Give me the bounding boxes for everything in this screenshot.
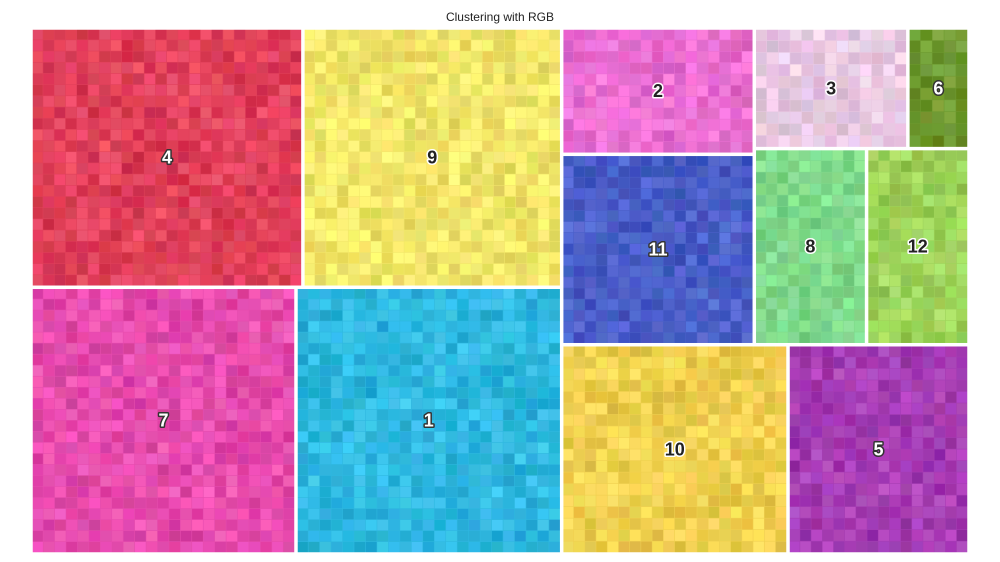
cluster-9: 9 — [303, 28, 562, 288]
cluster-1: 1 — [296, 287, 562, 554]
cluster-6: 6 — [908, 28, 969, 149]
cluster-10: 10 — [561, 344, 788, 554]
cluster-texture-1 — [296, 288, 561, 553]
cluster-label-12: 12 — [908, 237, 928, 257]
chart-title: Clustering with RGB — [445, 10, 555, 24]
cluster-label-1: 1 — [424, 411, 434, 431]
cluster-label-6: 6 — [933, 78, 943, 98]
cluster-rect-10 — [562, 345, 788, 553]
cluster-rect-4 — [32, 29, 302, 287]
cluster-label-5: 5 — [873, 439, 883, 459]
cluster-11: 11 — [561, 154, 755, 345]
cluster-7: 7 — [31, 287, 296, 554]
cluster-4: 4 — [31, 28, 303, 288]
cluster-texture-9 — [303, 29, 561, 286]
cluster-rect-5 — [789, 345, 968, 553]
cluster-label-8: 8 — [805, 237, 815, 257]
cluster-3: 3 — [754, 28, 908, 149]
cluster-texture-2 — [562, 29, 753, 153]
cluster-texture-3 — [755, 29, 907, 147]
cluster-label-11: 11 — [648, 240, 667, 260]
cluster-label-3: 3 — [826, 78, 836, 98]
cluster-texture-6 — [908, 29, 968, 147]
cluster-12: 12 — [866, 148, 969, 345]
cluster-texture-4 — [32, 29, 302, 286]
cluster-texture-10 — [562, 345, 787, 553]
cluster-texture-5 — [789, 345, 968, 553]
cluster-texture-8 — [755, 149, 865, 344]
cluster-texture-11 — [562, 155, 753, 344]
cluster-5: 5 — [788, 344, 969, 554]
cluster-texture-7 — [32, 288, 295, 553]
cluster-2: 2 — [561, 28, 755, 155]
cluster-texture-12 — [867, 149, 968, 344]
cluster-label-4: 4 — [162, 148, 172, 168]
cluster-label-7: 7 — [158, 411, 168, 431]
cluster-label-10: 10 — [665, 439, 685, 459]
cluster-label-9: 9 — [427, 148, 437, 168]
cluster-8: 8 — [754, 148, 867, 345]
cluster-label-2: 2 — [653, 81, 663, 101]
